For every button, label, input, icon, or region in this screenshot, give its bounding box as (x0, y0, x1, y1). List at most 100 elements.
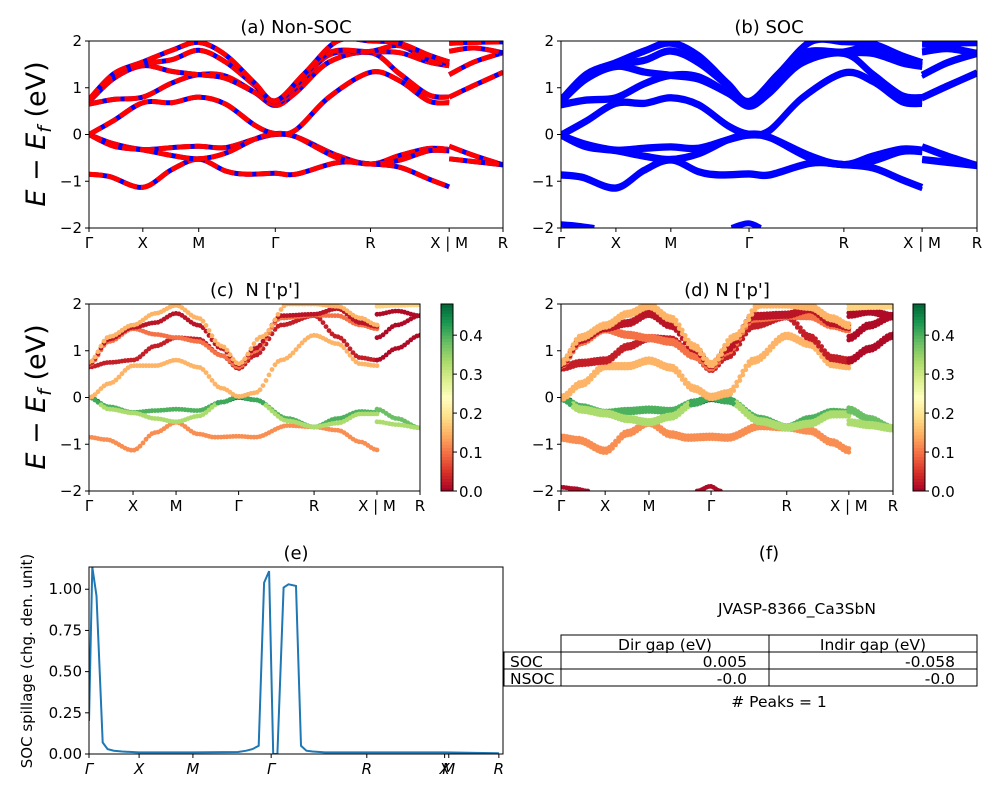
projected-point (822, 351, 827, 357)
panel-b-title: (b) SOC (734, 17, 803, 38)
panel-f-table: (f) JVASP-8366_Ca3SbN Dir gap (eV) Indir … (503, 543, 978, 711)
projected-point (728, 347, 734, 352)
colorbar-segment (441, 475, 453, 480)
projected-point (591, 373, 597, 379)
colorbar-segment (441, 372, 453, 377)
projected-point (263, 378, 269, 383)
colorbar-segment (441, 335, 453, 339)
projected-point (383, 329, 389, 335)
projected-point (713, 361, 718, 366)
table-row-label: SOC (510, 653, 543, 671)
projected-point (101, 338, 107, 344)
colorbar-segment (441, 325, 453, 330)
projected-point (819, 347, 824, 353)
soc-band-line (561, 68, 923, 138)
panel-e-yticks: 0.00 0.25 0.50 0.75 1.00 (49, 580, 89, 763)
colorbar-segment (441, 453, 453, 458)
colorbar-segment (441, 363, 453, 367)
table-value: -0.0 (717, 670, 747, 688)
projected-point (743, 323, 749, 328)
projected-point (278, 307, 284, 312)
ytick-label: 2 (544, 32, 554, 50)
ytick-label: 2 (72, 295, 82, 313)
xtick-label: X (600, 497, 610, 515)
ytick-label: 1 (72, 342, 82, 360)
projected-point (704, 360, 709, 366)
table-value: -0.0 (925, 670, 955, 688)
xtick-label: M (643, 497, 656, 515)
colorbar-segment (913, 319, 925, 324)
xtick-label: M (192, 234, 205, 252)
colorbar-segment (913, 316, 925, 321)
panel-d-colorbar: 0.0 0.1 0.2 0.3 0.4 (912, 303, 955, 501)
xtick-label: X | M (430, 234, 468, 252)
xtick-label: Γ (234, 497, 243, 515)
projected-point (347, 346, 353, 352)
colorbar-segment (913, 484, 925, 489)
xtick-label: R (782, 497, 792, 515)
projected-point (116, 374, 122, 380)
colorbar-segment (913, 322, 925, 327)
projected-point (673, 321, 679, 327)
projected-point (673, 369, 679, 375)
colorbar-segment (913, 391, 925, 395)
ytick-label: −2 (60, 219, 82, 237)
xtick-label: Γ (85, 760, 95, 778)
projected-point (380, 332, 386, 338)
soc-band-line-split (921, 53, 977, 79)
projected-point (272, 362, 278, 368)
projected-point (752, 307, 758, 313)
band-line-red (89, 49, 450, 107)
ytick-label: 0 (72, 126, 82, 144)
band-line-red (448, 70, 503, 100)
table-column-header: Indir gap (eV) (820, 636, 926, 654)
colorbar-segment (913, 363, 925, 367)
projected-point (585, 379, 591, 385)
panel-b-soc: (b) SOC −2 −1 0 1 2 Γ X M Γ R X | M R (532, 17, 982, 252)
xtick-label: R (839, 234, 849, 252)
colorbar-segment (913, 453, 925, 458)
projected-point (266, 328, 272, 333)
colorbar-segment (913, 366, 925, 370)
projected-point (269, 367, 275, 372)
projected-point (341, 338, 347, 344)
spillage-line (89, 567, 499, 754)
projected-point (743, 367, 749, 373)
projected-point (798, 329, 803, 334)
panel-c-projected: (c) N ['p'] E − Ef (eV) −2 −1 0 1 2 Γ X M Γ R X |… (21, 280, 483, 515)
colorbar-segment (441, 434, 453, 439)
colorbar-segment (913, 397, 925, 402)
projected-point (275, 312, 281, 317)
panel-b-yticks: −2 −1 0 1 2 (532, 32, 561, 237)
projected-point (613, 442, 618, 448)
colorbar-segment (441, 356, 453, 361)
projected-point (320, 320, 326, 325)
panel-c-colorbar: 0.0 0.1 0.2 0.3 0.4 (440, 303, 483, 501)
colorbar-segment (441, 397, 453, 402)
projected-point (350, 356, 356, 362)
projected-point (257, 342, 263, 348)
colorbar-segment (441, 400, 453, 405)
projected-point (740, 328, 746, 334)
colorbar-segment (913, 459, 925, 464)
projected-point (317, 316, 323, 322)
panel-e-spillage: (e) SOC spillage (chg. den. unit) 0.000.… (18, 543, 504, 778)
colorbar-segment (913, 400, 925, 405)
projected-point (728, 354, 734, 359)
colorbar-segment (441, 341, 453, 346)
panel-c-xticks: Γ X M Γ R X | M R (85, 491, 425, 515)
colorbar-segment (913, 310, 925, 314)
projected-point (813, 347, 818, 352)
ytick-label: 1 (72, 79, 82, 97)
colorbar-segment (913, 394, 925, 398)
colorbar-segment (913, 428, 925, 433)
projected-point (846, 413, 852, 419)
table-value: -0.058 (905, 653, 955, 671)
colorbar-segment (913, 406, 925, 411)
colorbar-segment (441, 456, 453, 461)
projected-point (263, 331, 269, 337)
ytick-label: 0.25 (49, 704, 82, 722)
panel-f-subtitle: JVASP-8366_Ca3SbN (717, 600, 876, 619)
colorbar-segment (913, 325, 925, 330)
projected-point (92, 392, 98, 397)
